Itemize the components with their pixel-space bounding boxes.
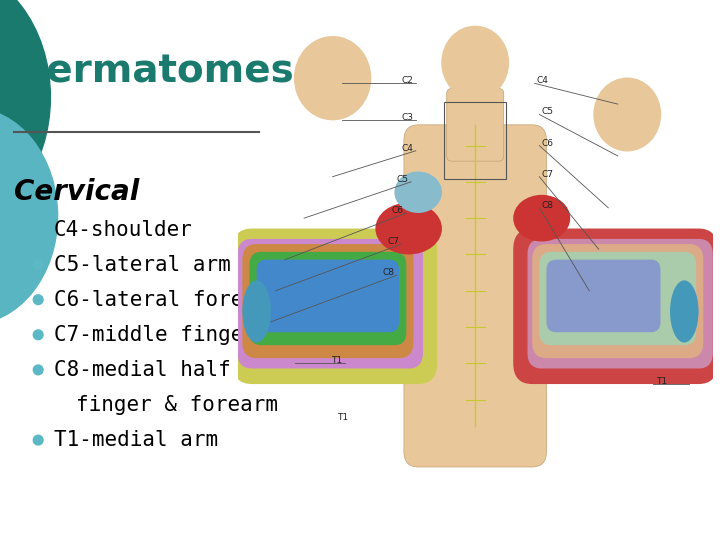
Text: C6: C6 xyxy=(541,139,554,147)
Text: C8: C8 xyxy=(541,201,554,210)
Text: T1: T1 xyxy=(336,413,348,422)
Text: C8-medial half of ring: C8-medial half of ring xyxy=(54,360,332,380)
FancyBboxPatch shape xyxy=(256,260,399,332)
Text: finger & forearm: finger & forearm xyxy=(76,395,278,415)
Ellipse shape xyxy=(33,260,43,269)
Text: C6: C6 xyxy=(392,206,404,215)
Ellipse shape xyxy=(33,365,43,375)
Text: C4-shoulder: C4-shoulder xyxy=(54,219,193,240)
Text: C4: C4 xyxy=(537,76,549,85)
FancyBboxPatch shape xyxy=(250,252,406,345)
Text: C7-middle finger: C7-middle finger xyxy=(54,325,256,345)
Ellipse shape xyxy=(33,330,43,340)
Circle shape xyxy=(442,26,508,99)
Ellipse shape xyxy=(375,202,442,254)
Circle shape xyxy=(294,37,371,120)
Ellipse shape xyxy=(513,195,570,241)
Text: T1: T1 xyxy=(331,356,342,366)
Text: C8: C8 xyxy=(382,268,395,277)
Text: C7: C7 xyxy=(387,237,399,246)
Circle shape xyxy=(594,78,660,151)
Text: C7: C7 xyxy=(541,170,554,179)
Ellipse shape xyxy=(33,295,43,305)
Ellipse shape xyxy=(0,0,50,227)
FancyBboxPatch shape xyxy=(233,228,437,384)
Ellipse shape xyxy=(33,435,43,445)
Text: C5: C5 xyxy=(397,175,409,184)
FancyBboxPatch shape xyxy=(539,252,696,345)
Ellipse shape xyxy=(395,172,442,213)
FancyBboxPatch shape xyxy=(238,239,423,368)
Ellipse shape xyxy=(670,280,698,342)
Text: C5-lateral arm: C5-lateral arm xyxy=(54,254,230,275)
FancyBboxPatch shape xyxy=(532,244,703,358)
Text: C6-lateral forearm: C6-lateral forearm xyxy=(54,289,282,310)
FancyBboxPatch shape xyxy=(404,125,546,467)
Text: C3: C3 xyxy=(402,113,413,122)
Ellipse shape xyxy=(243,280,271,342)
Text: Cervical: Cervical xyxy=(14,178,140,206)
FancyBboxPatch shape xyxy=(513,228,718,384)
FancyBboxPatch shape xyxy=(243,244,413,358)
Text: C4: C4 xyxy=(402,144,413,153)
FancyBboxPatch shape xyxy=(446,89,504,161)
Text: T1: T1 xyxy=(656,377,667,386)
Text: T1-medial arm: T1-medial arm xyxy=(54,430,218,450)
FancyBboxPatch shape xyxy=(546,260,660,332)
Text: Dermatomes: Dermatomes xyxy=(14,51,294,89)
Ellipse shape xyxy=(0,108,58,324)
Text: C2: C2 xyxy=(402,76,413,85)
FancyBboxPatch shape xyxy=(528,239,713,368)
Text: C5: C5 xyxy=(541,107,554,117)
